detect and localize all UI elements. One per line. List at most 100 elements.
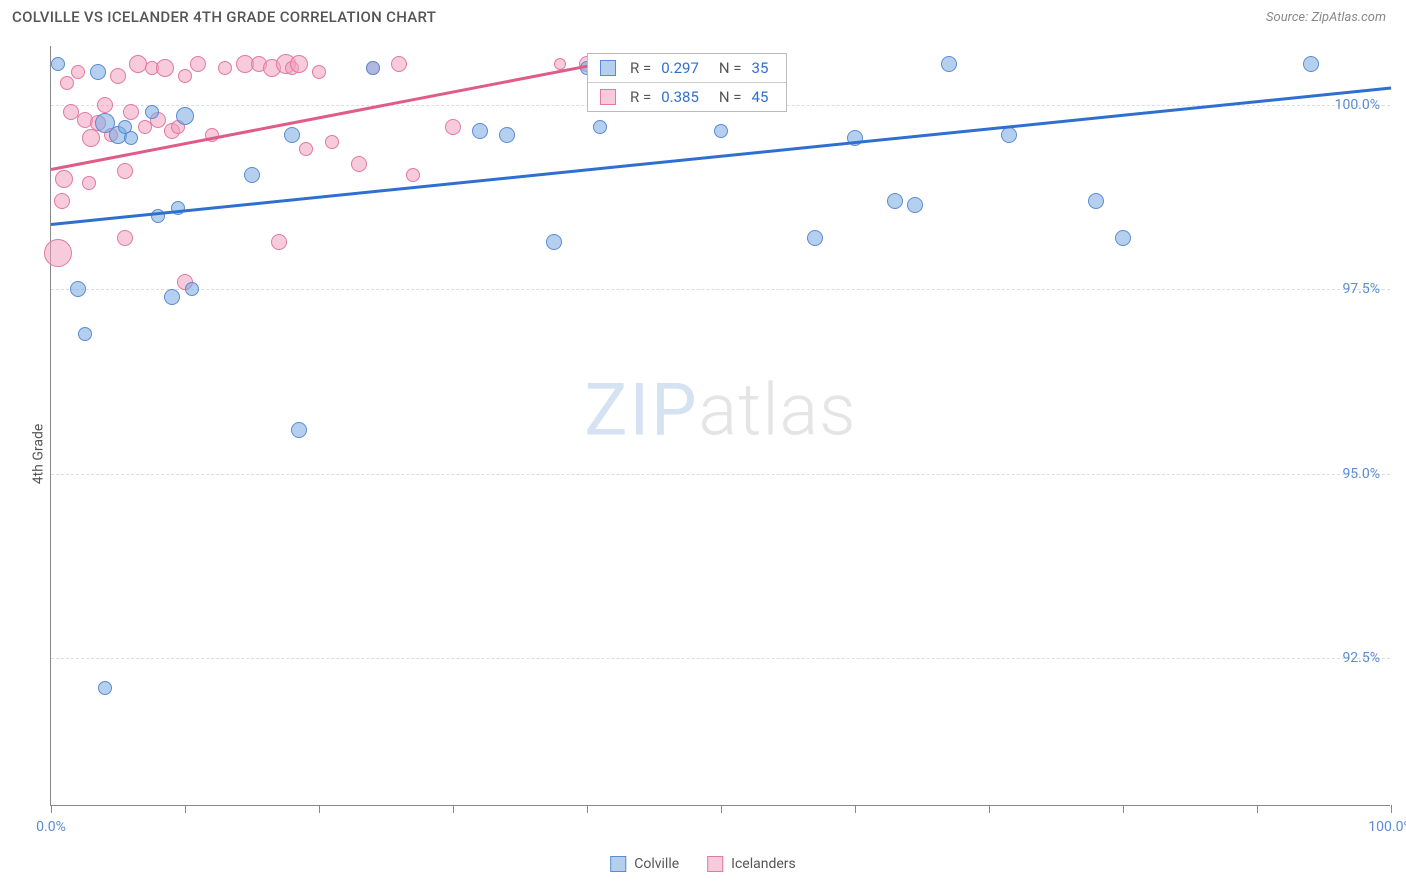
icelanders-point	[97, 97, 113, 113]
x-tick	[51, 805, 52, 813]
icelanders-point	[82, 129, 100, 147]
colville-point	[90, 64, 106, 80]
chart-header: COLVILLE VS ICELANDER 4TH GRADE CORRELAT…	[0, 0, 1406, 34]
icelanders-point	[71, 65, 85, 79]
icelanders-point	[82, 176, 96, 190]
x-tick	[721, 805, 722, 813]
icelanders-point	[123, 104, 139, 120]
x-tick-label: 0.0%	[36, 819, 66, 835]
stat-n-label: N =	[719, 88, 742, 106]
legend-swatch	[610, 856, 626, 872]
icelanders-point	[44, 239, 72, 267]
colville-point	[284, 127, 300, 143]
x-tick	[185, 805, 186, 813]
colville-point	[546, 234, 562, 250]
grid-line	[51, 474, 1390, 475]
icelanders-point	[55, 170, 73, 188]
icelanders-point	[312, 65, 326, 79]
stat-r-label: R =	[630, 88, 651, 106]
x-tick	[855, 805, 856, 813]
colville-point	[1115, 230, 1131, 246]
stat-n-label: N =	[719, 59, 742, 77]
legend-item: Colville	[610, 856, 679, 872]
legend-label: Colville	[634, 856, 679, 872]
x-tick	[453, 805, 454, 813]
colville-point	[176, 107, 194, 125]
stat-r-label: R =	[630, 59, 651, 77]
x-tick	[319, 805, 320, 813]
colville-point	[70, 281, 86, 297]
colville-point	[499, 127, 515, 143]
x-tick-label: 100.0%	[1368, 819, 1406, 835]
colville-point	[98, 681, 112, 695]
colville-point	[714, 124, 728, 138]
icelanders-point	[406, 168, 420, 182]
chart-title: COLVILLE VS ICELANDER 4TH GRADE CORRELAT…	[12, 8, 436, 26]
stats-box: R = 0.297 N = 35 R = 0.385 N = 45	[587, 53, 787, 112]
icelanders-point	[271, 234, 287, 250]
icelanders-point	[178, 69, 192, 83]
x-tick	[587, 805, 588, 813]
colville-point	[51, 57, 65, 71]
stats-swatch	[600, 60, 616, 76]
y-tick-label: 92.5%	[1342, 650, 1380, 666]
colville-point	[78, 327, 92, 341]
colville-point	[941, 56, 957, 72]
icelanders-point	[351, 156, 367, 172]
stats-swatch	[600, 89, 616, 105]
x-tick	[1257, 805, 1258, 813]
colville-point	[472, 123, 488, 139]
legend-label: Icelanders	[731, 856, 796, 872]
colville-point	[366, 61, 380, 75]
icelanders-point	[391, 56, 407, 72]
stat-r-value: 0.297	[661, 59, 699, 77]
stats-row: R = 0.297 N = 35	[588, 54, 786, 82]
icelanders-point	[445, 119, 461, 135]
source-prefix: Source:	[1266, 10, 1311, 25]
x-tick	[1391, 805, 1392, 813]
legend: Colville Icelanders	[610, 856, 796, 872]
chart-source: Source: ZipAtlas.com	[1266, 10, 1386, 25]
colville-point	[887, 193, 903, 209]
icelanders-point	[290, 55, 308, 73]
icelanders-point	[54, 193, 70, 209]
grid-line	[51, 289, 1390, 290]
y-tick-label: 95.0%	[1342, 466, 1380, 482]
y-tick-label: 100.0%	[1335, 97, 1380, 113]
stat-n-value: 45	[752, 88, 769, 106]
y-axis-label: 4th Grade	[30, 424, 46, 485]
colville-point	[1001, 127, 1017, 143]
icelanders-point	[190, 56, 206, 72]
colville-point	[1303, 56, 1319, 72]
icelanders-point	[156, 59, 174, 77]
colville-point	[593, 120, 607, 134]
source-link[interactable]: ZipAtlas.com	[1311, 10, 1386, 25]
colville-point	[145, 105, 159, 119]
x-tick	[989, 805, 990, 813]
icelanders-point	[218, 61, 232, 75]
colville-point	[185, 282, 199, 296]
watermark: ZIPatlas	[584, 368, 856, 453]
watermark-atlas: atlas	[699, 368, 857, 453]
watermark-zip: ZIP	[584, 368, 698, 453]
colville-point	[807, 230, 823, 246]
colville-point	[244, 167, 260, 183]
x-tick	[1123, 805, 1124, 813]
colville-point	[171, 201, 185, 215]
plot-area: ZIPatlas 92.5%95.0%97.5%100.0%0.0%100.0%…	[50, 46, 1390, 806]
legend-item: Icelanders	[707, 856, 796, 872]
icelanders-point	[60, 76, 74, 90]
colville-point	[118, 120, 132, 134]
stats-row: R = 0.385 N = 45	[588, 82, 786, 111]
stat-r-value: 0.385	[661, 88, 699, 106]
colville-point	[291, 422, 307, 438]
stat-n-value: 35	[752, 59, 769, 77]
colville-point	[907, 197, 923, 213]
icelanders-point	[117, 163, 133, 179]
colville-point	[1088, 193, 1104, 209]
y-tick-label: 97.5%	[1342, 281, 1380, 297]
icelanders-point	[299, 142, 313, 156]
icelanders-point	[325, 135, 339, 149]
grid-line	[51, 658, 1390, 659]
colville-point	[164, 289, 180, 305]
